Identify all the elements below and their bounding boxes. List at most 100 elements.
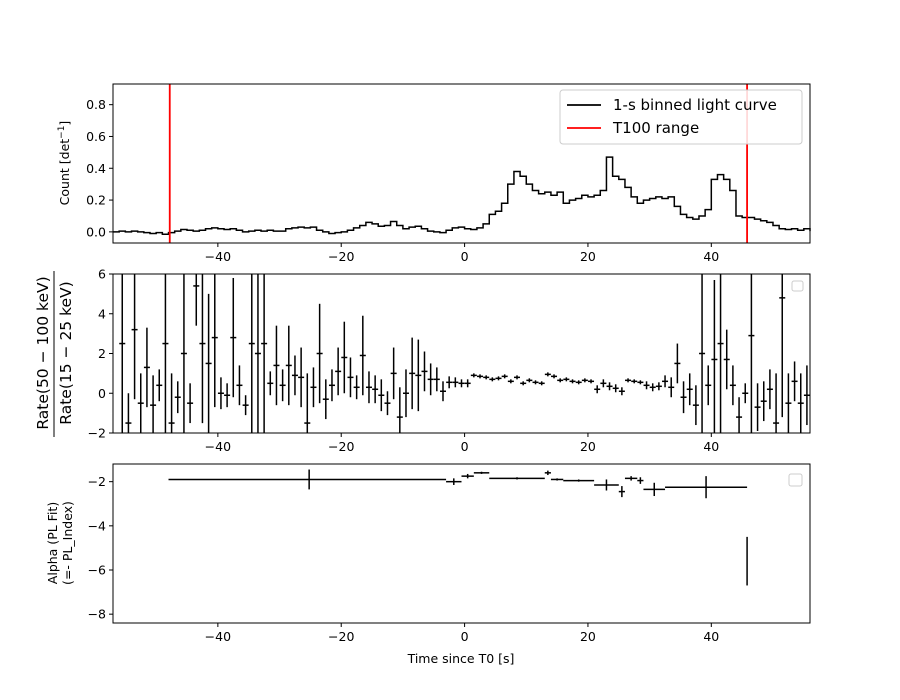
hardness-ratio-point xyxy=(748,274,755,433)
hardness-ratio-point xyxy=(618,387,625,396)
x-tick-label: 20 xyxy=(580,439,596,454)
hardness-ratio-point xyxy=(199,274,206,424)
x-tick-label: −40 xyxy=(205,249,231,264)
hardness-ratio-point xyxy=(119,274,126,433)
hardness-ratio-point xyxy=(544,372,551,377)
hardness-ratio-point xyxy=(384,391,391,416)
legend-label-light-curve: 1-s binned light curve xyxy=(613,96,777,114)
hardness-ratio-point xyxy=(649,383,656,392)
hardness-ratio-point xyxy=(507,379,514,384)
hardness-ratio-point xyxy=(501,374,508,379)
alpha-ylabel-line1: Alpha (PL Fit) xyxy=(45,502,60,584)
alpha-point xyxy=(473,471,490,474)
hardness-ratio-point xyxy=(421,351,428,392)
y-tick-label: −8 xyxy=(88,607,106,622)
hardness-ratio-point xyxy=(470,373,477,378)
hardness-ratio-point xyxy=(791,361,798,402)
hardness-ratio-point xyxy=(322,379,329,420)
x-tick-label: −20 xyxy=(328,629,354,644)
hardness-ratio-point xyxy=(692,385,699,426)
hardness-ratio-point xyxy=(514,375,521,380)
hardness-ratio-point xyxy=(217,377,224,410)
y-tick-label: −2 xyxy=(88,426,106,441)
hardness-ratio-point xyxy=(180,274,187,433)
hardness-ratio-point xyxy=(415,339,422,412)
hardness-ratio-point xyxy=(575,380,582,385)
empty-legend-box xyxy=(791,280,804,292)
hardness-ratio-point xyxy=(168,373,175,433)
hardness-ratio-point xyxy=(254,274,261,433)
hardness-ratio-point xyxy=(612,384,619,393)
hardness-ratio-point xyxy=(310,367,317,408)
alpha-point xyxy=(624,476,638,481)
hardness-ratio-point xyxy=(717,274,724,433)
hardness-ratio-point xyxy=(187,383,194,424)
hardness-ratio-point xyxy=(131,274,138,400)
alpha-point xyxy=(637,477,644,484)
hardness-ratio-point xyxy=(674,343,681,384)
hardness-ratio-point xyxy=(156,369,163,402)
x-tick-label: 20 xyxy=(580,249,596,264)
x-tick-label: 40 xyxy=(703,439,719,454)
hardness-ratio-point xyxy=(680,381,687,414)
alpha-point xyxy=(665,476,748,499)
hardness-ratio-point xyxy=(532,380,539,385)
hardness-ratio-point xyxy=(631,379,638,384)
hardness-ratio-point xyxy=(439,381,446,402)
hardness-ratio-point xyxy=(797,373,804,433)
y-tick-label: 4 xyxy=(98,306,106,321)
hardness-ratio-point xyxy=(729,365,736,406)
y-tick-label: 0.6 xyxy=(86,129,106,144)
hardness-ratio-point xyxy=(316,303,323,404)
hardness-ratio-point xyxy=(402,369,409,418)
legend-label-t100: T100 range xyxy=(612,119,699,137)
alpha-point xyxy=(594,479,619,491)
hardness-ratio-point xyxy=(248,274,255,433)
hardness-ratio-point xyxy=(298,347,305,408)
hardness-ratio-point xyxy=(267,371,274,396)
hardness-ratio-point xyxy=(588,379,595,384)
hardness-ratio-point xyxy=(205,293,212,433)
hardness-ratio-point xyxy=(211,274,218,408)
hardness-ratio-point xyxy=(359,315,366,396)
alpha-point xyxy=(563,479,595,482)
hardness-ratio-point xyxy=(705,365,712,406)
hardness-ratio-point xyxy=(538,381,545,386)
hardness-ratio-point xyxy=(452,377,459,388)
hardness-ratio-point xyxy=(143,327,150,408)
y-tick-label: 6 xyxy=(98,267,106,282)
hardness-ratio-point xyxy=(347,357,354,398)
y-tick-label: 0.0 xyxy=(86,224,106,239)
x-tick-label: −20 xyxy=(328,439,354,454)
alpha-frame xyxy=(112,463,811,624)
hardness-ratio-point xyxy=(291,355,298,396)
hardness-ratio-point xyxy=(477,374,484,379)
hardness-ratio-point xyxy=(699,274,706,433)
x-tick-label: −40 xyxy=(205,629,231,644)
hardness-ratio-point xyxy=(409,337,416,410)
hardness-ratio-point xyxy=(736,397,743,433)
light-curve-line xyxy=(113,156,811,235)
y-tick-label: −2 xyxy=(88,474,106,489)
hardness-ratio-point xyxy=(569,379,576,384)
alpha-plot-area xyxy=(168,469,748,586)
hardness-ratio-point xyxy=(489,377,496,382)
hardness-ratio-point xyxy=(446,376,453,389)
empty-legend-box xyxy=(788,473,803,487)
hardness-ratio-point xyxy=(353,375,360,400)
alpha-point xyxy=(544,470,551,476)
hardness-ratio-point xyxy=(193,274,200,326)
hardness-ratio-point xyxy=(236,365,243,406)
x-tick-label: 0 xyxy=(461,629,469,644)
hardness-ratio-point xyxy=(279,369,286,402)
hardness-ratio-point xyxy=(766,369,773,410)
alpha-point xyxy=(461,473,474,479)
hardness-ratio-point xyxy=(365,371,372,404)
hardness-ratio-point xyxy=(742,383,749,404)
hardness-ratio-point xyxy=(150,375,157,433)
ylabel-denominator: Rate(15 − 25 keV) xyxy=(57,281,75,424)
hardness-ratio-point xyxy=(637,380,644,385)
hardness-ratio-point xyxy=(304,373,311,433)
